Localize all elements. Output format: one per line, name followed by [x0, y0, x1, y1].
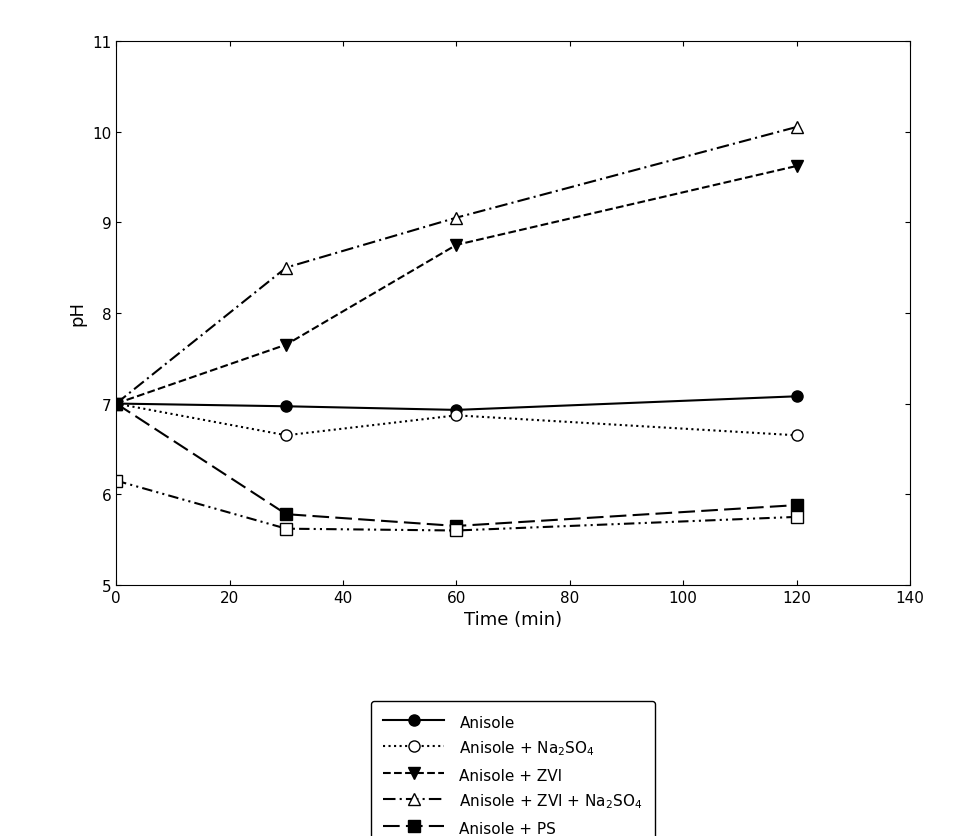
Anisole [281, 402, 292, 412]
Anisole + Na$_2$SO$_4$ [450, 410, 462, 421]
X-axis label: Time (min): Time (min) [464, 610, 562, 629]
Line: Anisole + ZVI: Anisole + ZVI [110, 161, 802, 410]
Anisole + PS + Na$_2$SO$_4$ [110, 476, 122, 486]
Anisole + PS + Na$_2$SO$_4$ [281, 524, 292, 534]
Line: Anisole + PS + Na$_2$SO$_4$: Anisole + PS + Na$_2$SO$_4$ [110, 476, 802, 537]
Anisole [110, 399, 122, 409]
Anisole + ZVI + Na$_2$SO$_4$ [791, 123, 802, 133]
Y-axis label: pH: pH [69, 301, 86, 326]
Anisole [791, 392, 802, 402]
Legend: Anisole, Anisole + Na$_2$SO$_4$, Anisole + ZVI, Anisole + ZVI + Na$_2$SO$_4$, An: Anisole, Anisole + Na$_2$SO$_4$, Anisole… [371, 701, 655, 836]
Anisole + Na$_2$SO$_4$ [281, 431, 292, 441]
Anisole + PS [450, 522, 462, 532]
Anisole + PS [281, 510, 292, 520]
Anisole + ZVI [110, 399, 122, 409]
Anisole + ZVI [281, 340, 292, 350]
Anisole [450, 405, 462, 415]
Anisole + ZVI [450, 241, 462, 251]
Anisole + ZVI + Na$_2$SO$_4$ [110, 399, 122, 409]
Line: Anisole: Anisole [110, 391, 802, 416]
Anisole + PS + Na$_2$SO$_4$ [791, 512, 802, 522]
Anisole + ZVI + Na$_2$SO$_4$ [281, 263, 292, 273]
Anisole + ZVI + Na$_2$SO$_4$ [450, 213, 462, 223]
Line: Anisole + ZVI + Na$_2$SO$_4$: Anisole + ZVI + Na$_2$SO$_4$ [110, 121, 802, 410]
Line: Anisole + PS: Anisole + PS [110, 399, 802, 532]
Anisole + PS + Na$_2$SO$_4$ [450, 526, 462, 536]
Anisole + PS [110, 399, 122, 409]
Anisole + Na$_2$SO$_4$ [791, 431, 802, 441]
Anisole + PS [791, 501, 802, 511]
Anisole + ZVI [791, 162, 802, 172]
Anisole + Na$_2$SO$_4$ [110, 399, 122, 409]
Line: Anisole + Na$_2$SO$_4$: Anisole + Na$_2$SO$_4$ [110, 399, 802, 441]
